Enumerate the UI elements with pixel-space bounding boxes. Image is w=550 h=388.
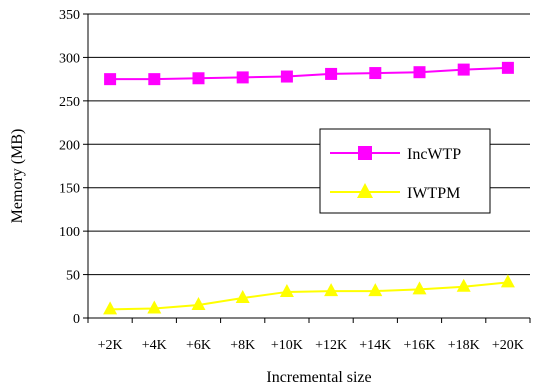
data-point [148, 73, 161, 86]
x-tick-label: +10K [271, 338, 303, 353]
data-point [280, 70, 293, 83]
data-point [500, 274, 515, 288]
legend-label-iwtpm: IWTPM [407, 185, 460, 202]
data-point [324, 283, 339, 297]
legend-marker-incwtp [358, 146, 372, 160]
y-tick-label: 300 [59, 51, 80, 66]
data-point [501, 61, 514, 74]
legend-marker-iwtpm [357, 183, 373, 198]
y-tick-label: 100 [59, 225, 80, 240]
legend: IncWTP IWTPM [319, 128, 491, 214]
data-point [191, 296, 206, 310]
y-tick-label: 150 [59, 182, 80, 197]
data-point [192, 72, 205, 85]
x-tick-label: +2K [98, 338, 123, 353]
y-tick-label: 50 [66, 269, 80, 284]
data-point [368, 283, 383, 297]
data-point [103, 301, 118, 315]
x-tick-label: +8K [230, 338, 255, 353]
y-tick-labels: 0 50 100 150 200 250 300 350 [59, 8, 80, 327]
data-point [457, 63, 470, 76]
axes [83, 13, 531, 323]
series-line-incwtp [110, 66, 508, 81]
data-point [235, 290, 250, 304]
y-tick-label: 250 [59, 95, 80, 110]
data-point [413, 66, 426, 79]
x-tick-label: +14K [359, 338, 391, 353]
x-tick-label: +18K [448, 338, 480, 353]
data-point [279, 283, 294, 297]
y-tick-label: 0 [73, 312, 80, 327]
data-point [104, 73, 117, 86]
legend-box [319, 128, 491, 214]
x-tick-label: +4K [142, 338, 167, 353]
x-tick-label: +20K [492, 338, 524, 353]
data-point [412, 281, 427, 295]
x-tick-label: +16K [403, 338, 435, 353]
series-group [103, 61, 515, 315]
y-axis-label: Memory (MB) [9, 129, 26, 224]
data-point [369, 67, 382, 80]
x-tick-label: +12K [315, 338, 347, 353]
series-line-iwtpm [110, 281, 508, 311]
x-axis-label: Incremental size [266, 369, 371, 386]
data-point [325, 67, 338, 80]
y-tick-label: 200 [59, 138, 80, 153]
data-point [456, 278, 471, 292]
x-tick-label: +6K [186, 338, 211, 353]
x-tick-labels: +2K +4K +6K +8K +10K +12K +14K +16K +18K +20K [98, 338, 524, 353]
grid-lines [88, 13, 530, 276]
data-point [147, 300, 162, 314]
legend-label-incwtp: IncWTP [407, 146, 461, 163]
data-point [236, 71, 249, 84]
y-tick-label: 350 [59, 8, 80, 23]
